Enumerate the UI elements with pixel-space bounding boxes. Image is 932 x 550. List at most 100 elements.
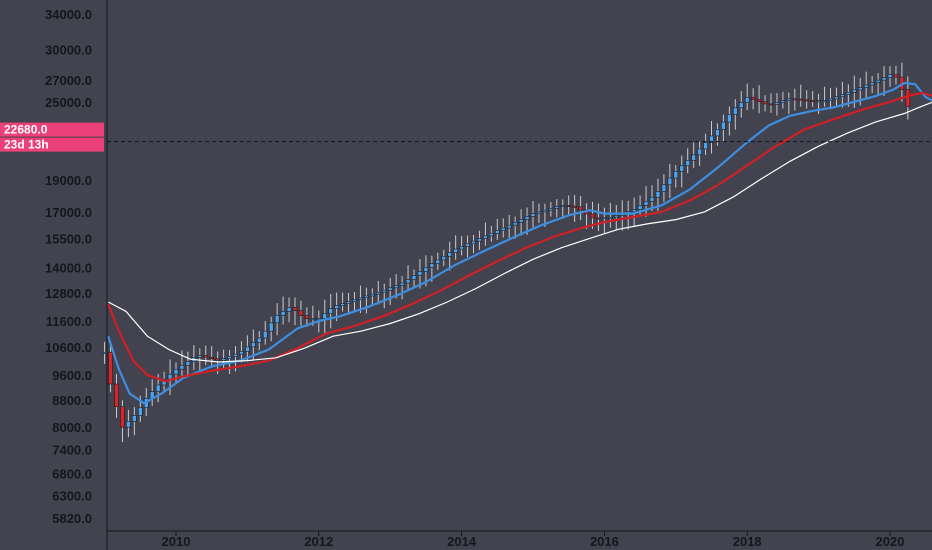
y-tick-label: 12800.0 — [45, 286, 92, 301]
candle-body — [715, 129, 720, 137]
y-tick-label: 19000.0 — [45, 173, 92, 188]
candle-body — [768, 103, 774, 106]
y-tick-label: 6800.0 — [52, 467, 92, 482]
x-axis-ticks: 2010 2012 2014 2016 2018 2020 — [162, 531, 905, 549]
candle-body — [262, 330, 268, 339]
candle-body — [774, 102, 780, 105]
y-tick-label: 10600.0 — [45, 340, 92, 355]
price-tag-value: 22680.0 — [4, 123, 48, 137]
candle-body — [732, 107, 738, 115]
candle-body — [120, 406, 125, 428]
candle-body — [393, 285, 399, 289]
candle-body — [167, 373, 173, 380]
y-tick-label: 8800.0 — [52, 393, 92, 408]
y-tick-label: 5820.0 — [52, 511, 92, 526]
x-tick-label: 2016 — [590, 534, 619, 549]
y-tick-label: 7400.0 — [52, 442, 92, 457]
candle-body — [905, 89, 911, 107]
candle-body — [233, 353, 238, 357]
candle-body — [251, 342, 256, 348]
candle-body — [548, 208, 554, 211]
candle-body — [536, 211, 542, 214]
candle-body — [685, 160, 691, 167]
candle-body — [381, 289, 387, 293]
candle-body — [221, 358, 226, 361]
candle-body — [155, 384, 161, 392]
candle-body — [822, 100, 827, 103]
moving-average-line — [107, 81, 932, 405]
candle-body — [869, 82, 875, 86]
y-tick-label: 25000.0 — [45, 95, 92, 110]
countdown-tag-value: 23d 13h — [4, 138, 49, 152]
candle-body — [608, 216, 613, 219]
candle-body — [453, 248, 458, 253]
candle-body — [834, 96, 839, 100]
candle-body — [399, 282, 405, 286]
x-tick-label: 2010 — [162, 534, 191, 549]
candle-body — [780, 100, 786, 103]
candle-body — [423, 267, 429, 272]
candle-body — [756, 99, 762, 103]
candle-layer — [102, 62, 911, 443]
candle-body — [649, 196, 655, 202]
candle-body — [786, 98, 792, 101]
candle-body — [340, 303, 345, 306]
candle-body — [792, 98, 798, 101]
candle-body — [375, 291, 381, 295]
candle-body — [465, 243, 470, 247]
candle-body — [709, 135, 714, 143]
candle-body — [875, 79, 881, 83]
candle-body — [893, 74, 899, 78]
candle-body — [138, 407, 143, 416]
candle-body — [132, 415, 137, 422]
candle-body — [590, 213, 595, 219]
y-tick-label: 8000.0 — [52, 420, 92, 435]
candle-body — [477, 238, 482, 242]
candle-body — [542, 209, 548, 213]
candle-body — [298, 310, 304, 316]
candle-body — [500, 227, 506, 231]
candle-body — [256, 337, 262, 343]
candle-body — [322, 313, 328, 319]
candle-body — [721, 121, 726, 130]
candle-body — [518, 219, 524, 223]
candle-body — [310, 318, 316, 321]
candle-body — [441, 255, 447, 261]
candle-body — [857, 87, 863, 91]
x-tick-label: 2020 — [876, 534, 905, 549]
candle-body — [798, 98, 804, 101]
candle-body — [203, 355, 209, 358]
candle-body — [602, 217, 607, 220]
candle-body — [846, 92, 851, 95]
candle-body — [489, 232, 494, 237]
countdown-tag-bg — [0, 137, 104, 152]
candle-body — [370, 293, 375, 297]
candle-body — [292, 307, 298, 311]
candle-body — [364, 295, 369, 299]
candle-body — [613, 215, 619, 218]
moving-average-layer — [107, 81, 932, 405]
candle-body — [435, 259, 441, 264]
candle-body — [851, 89, 857, 93]
candle-body — [750, 96, 756, 100]
candle-body — [816, 100, 821, 103]
candle-body — [673, 170, 679, 179]
candle-body — [304, 315, 310, 319]
candle-body — [762, 101, 768, 105]
candle-body — [447, 252, 453, 257]
candle-body — [245, 346, 250, 352]
candle-body — [494, 230, 500, 234]
candle-body — [280, 311, 286, 316]
candle-body — [227, 356, 232, 360]
candle-body — [738, 102, 744, 109]
y-tick-label: 9600.0 — [52, 368, 92, 383]
y-tick-label: 6300.0 — [52, 488, 92, 503]
candle-body — [352, 299, 357, 302]
candle-body — [631, 209, 637, 213]
candle-body — [744, 96, 750, 103]
candle-body — [411, 275, 417, 280]
candle-body — [114, 383, 119, 408]
candle-body — [429, 263, 435, 268]
